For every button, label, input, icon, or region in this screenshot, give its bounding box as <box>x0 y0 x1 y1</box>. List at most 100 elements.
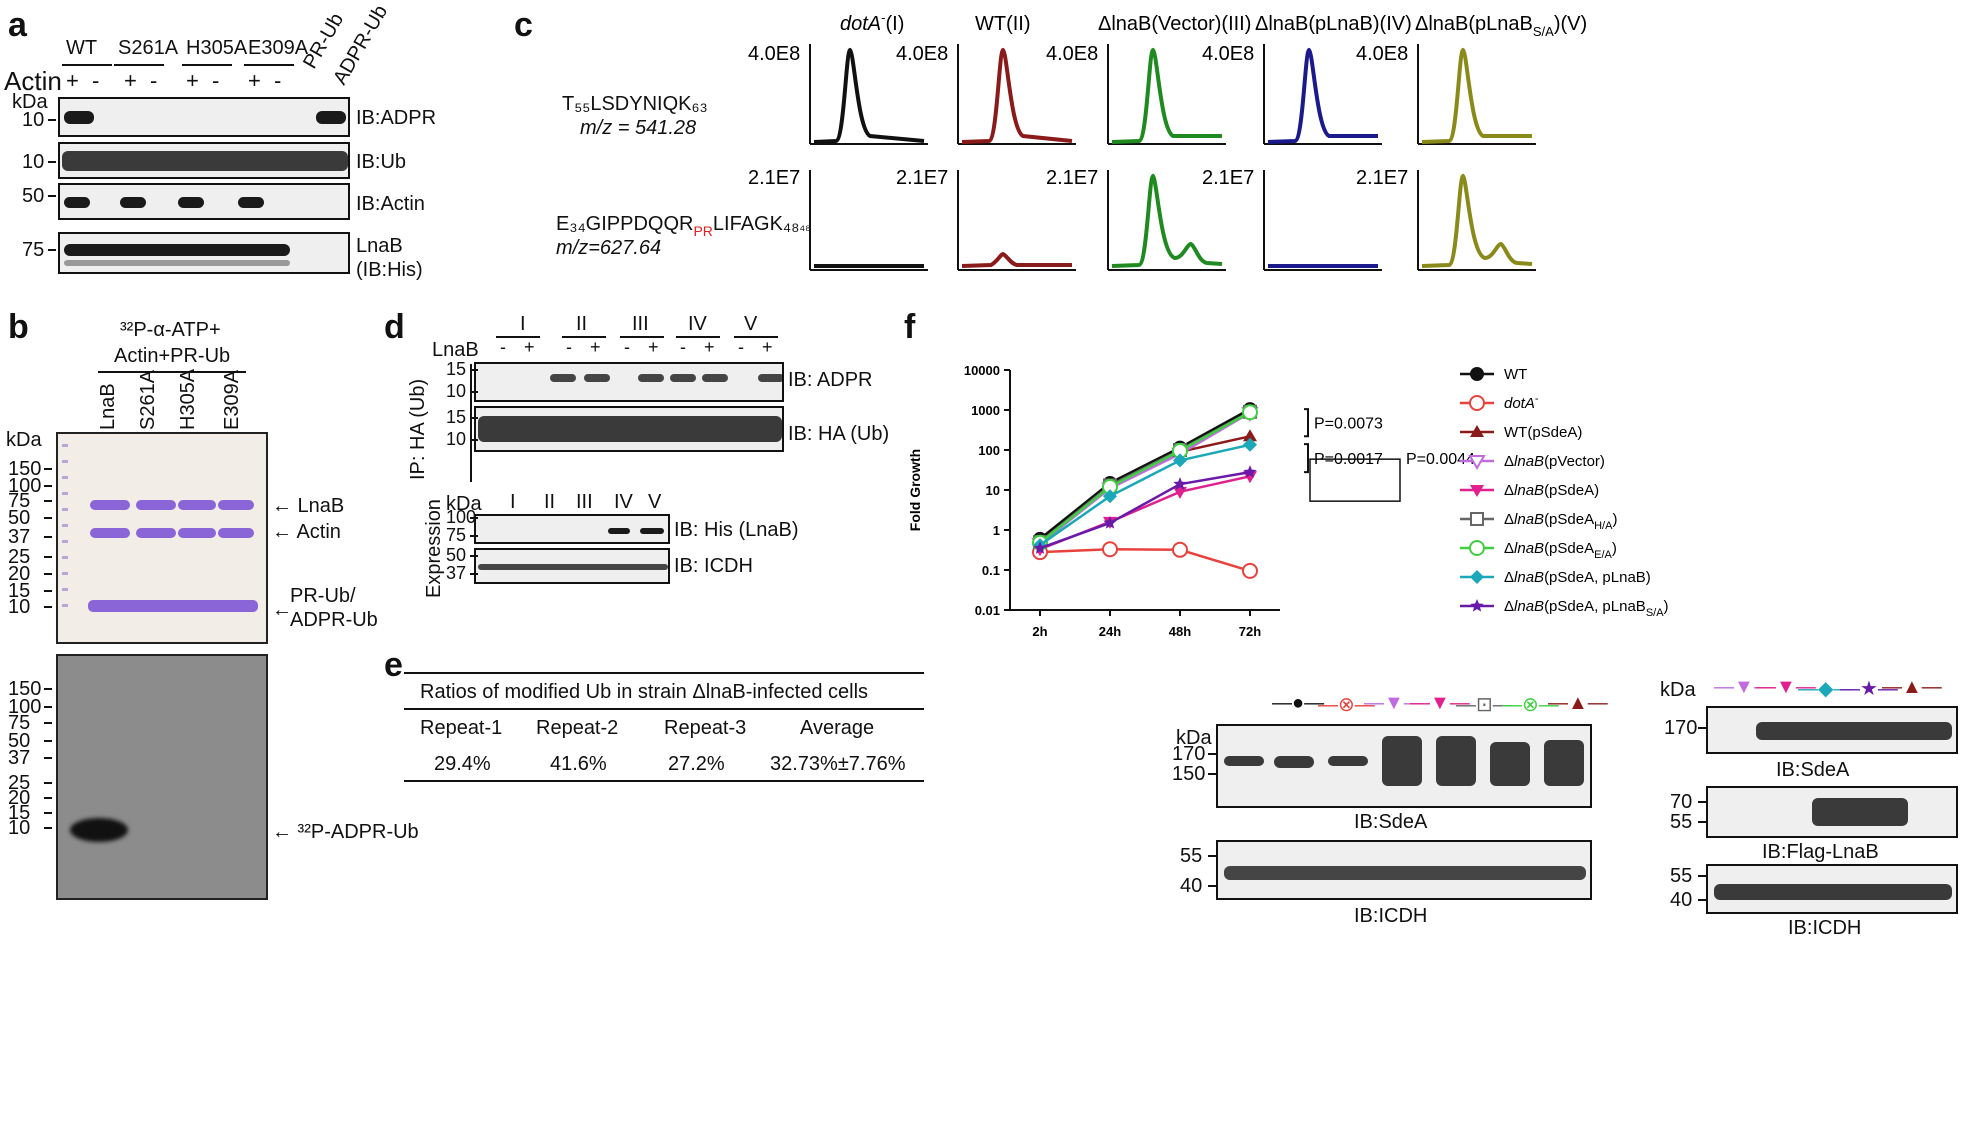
bracket <box>1304 443 1309 474</box>
mw-tick <box>1698 821 1706 823</box>
blot-right-icdh <box>1706 864 1958 914</box>
plus: + <box>524 337 535 357</box>
mw-marker: 55 <box>1670 865 1693 887</box>
panel-a-label: a <box>8 6 27 44</box>
lane-label: H305A <box>177 368 199 430</box>
data-point <box>1033 541 1047 554</box>
legend-marker <box>1470 570 1484 584</box>
mw-tick <box>44 606 52 608</box>
chromatograms: dotA-(I) 4.0E8 2.1E7 WT(II) 4.0E8 2.1E7 ΔlnaB(… <box>748 10 1587 271</box>
series-WT(pSdeA) <box>1033 429 1257 548</box>
data-point <box>1470 570 1484 584</box>
blot-right-flag <box>1706 786 1958 838</box>
group-label: V <box>744 313 758 335</box>
mw-tick <box>1698 899 1706 901</box>
tspan: (pSdeA, pLnaB) <box>1544 569 1651 586</box>
tspan: S/A <box>1646 607 1664 619</box>
tspan: (pSdeA, pLnaB <box>1544 598 1646 615</box>
mw-tick <box>44 556 52 558</box>
tspan: Δ <box>1504 598 1514 615</box>
table-title: Ratios of modified Ub in strain ΔlnaB-in… <box>420 681 869 703</box>
mw-tick <box>44 782 52 784</box>
column-title: ΔlnaB(pLnaBS/A)(V) <box>1415 13 1587 39</box>
table-header: Repeat-2 <box>536 717 619 739</box>
plus: + <box>704 337 715 357</box>
band <box>478 416 782 442</box>
mw-marker: 70 <box>1670 791 1693 813</box>
data-point <box>1103 489 1117 504</box>
legend-symbol: —▼— <box>1756 676 1816 698</box>
mw-marker: 37 <box>8 526 31 548</box>
data-point <box>1470 425 1484 437</box>
kda-label: kDa <box>446 493 482 515</box>
arrow-adprub: ADPR-Ub <box>290 609 378 631</box>
tspan: (pSdeA) <box>1544 482 1599 499</box>
ib-label: IB:SdeA <box>1354 811 1428 833</box>
band <box>1274 756 1314 768</box>
ib-label: IB: ADPR <box>788 369 873 391</box>
band <box>638 374 664 382</box>
ib-label: IB: ICDH <box>674 555 753 577</box>
trace-row2 <box>961 251 1072 268</box>
trace-row1 <box>1421 47 1532 144</box>
plus-minus: - <box>92 68 100 93</box>
column-title: dotA-(I) <box>840 10 904 35</box>
band <box>608 528 630 534</box>
mw-tick <box>44 573 52 575</box>
data-point <box>1242 562 1258 579</box>
legend-label: WT(pSdeA) <box>1504 424 1582 441</box>
tspan: dotA <box>1504 395 1535 412</box>
blot-right-sdea <box>1706 706 1958 754</box>
legend-symbol: —▼— <box>1364 692 1424 714</box>
data-point <box>1469 540 1485 556</box>
tspan: E/A <box>1594 549 1612 561</box>
mw-tick <box>44 536 52 538</box>
column-title: WT(II) <box>975 13 1031 35</box>
data-point <box>1173 477 1187 490</box>
lane-label: S261A <box>137 369 159 430</box>
plus-minus: - <box>150 68 158 93</box>
mw-marker: 15 <box>446 359 467 379</box>
mw-tick <box>470 535 478 537</box>
legend-symbol: —◆— <box>1798 678 1854 700</box>
mw-marker: 40 <box>1180 875 1203 897</box>
band <box>1224 756 1264 766</box>
tspan: ΔlnaB(Vector)(III) <box>1098 13 1251 35</box>
scale-label: 4.0E8 <box>1046 43 1098 65</box>
scale-label: 2.1E7 <box>896 167 948 189</box>
tspan: Δ <box>1504 453 1514 470</box>
panel-d-label: d <box>384 308 405 346</box>
lane-label: WT <box>66 37 98 59</box>
data-point <box>1243 437 1257 452</box>
band <box>1812 798 1908 826</box>
mw-marker: 100 <box>8 475 42 497</box>
legend-marker <box>1470 425 1484 437</box>
mw-tick <box>470 439 478 441</box>
tspan: S/A <box>1533 24 1554 39</box>
legend-label: ΔlnaB(pSdeAH/A) <box>1504 511 1617 532</box>
tspan: (pSdeA <box>1544 540 1594 557</box>
legend-marker <box>1468 455 1486 470</box>
column-title: ΔlnaB(Vector)(III) <box>1098 13 1251 35</box>
band <box>758 374 782 382</box>
mw-tick <box>44 722 52 724</box>
data-point <box>1470 367 1484 381</box>
y-tick-label: 100 <box>978 443 1000 458</box>
tspan: ) <box>1612 511 1617 528</box>
blot-ub <box>58 142 350 179</box>
data-point <box>1468 455 1486 470</box>
mw-marker: 100 <box>8 696 42 718</box>
mw-tick <box>1208 855 1216 857</box>
data-point <box>1173 453 1187 468</box>
panel-b-label: b <box>8 308 29 346</box>
minus: - <box>680 337 686 357</box>
mw-marker: 25 <box>8 772 31 794</box>
plus-minus: + <box>186 68 199 93</box>
mw-marker: 170 <box>1664 717 1698 739</box>
mw-tick <box>1698 801 1706 803</box>
arrow-prub: PR-Ub/ <box>290 585 356 607</box>
trace-row1 <box>1267 47 1378 144</box>
scale-label: 4.0E8 <box>748 43 800 65</box>
scale-label: 2.1E7 <box>1046 167 1098 189</box>
mw-marker: 37 <box>8 747 31 769</box>
